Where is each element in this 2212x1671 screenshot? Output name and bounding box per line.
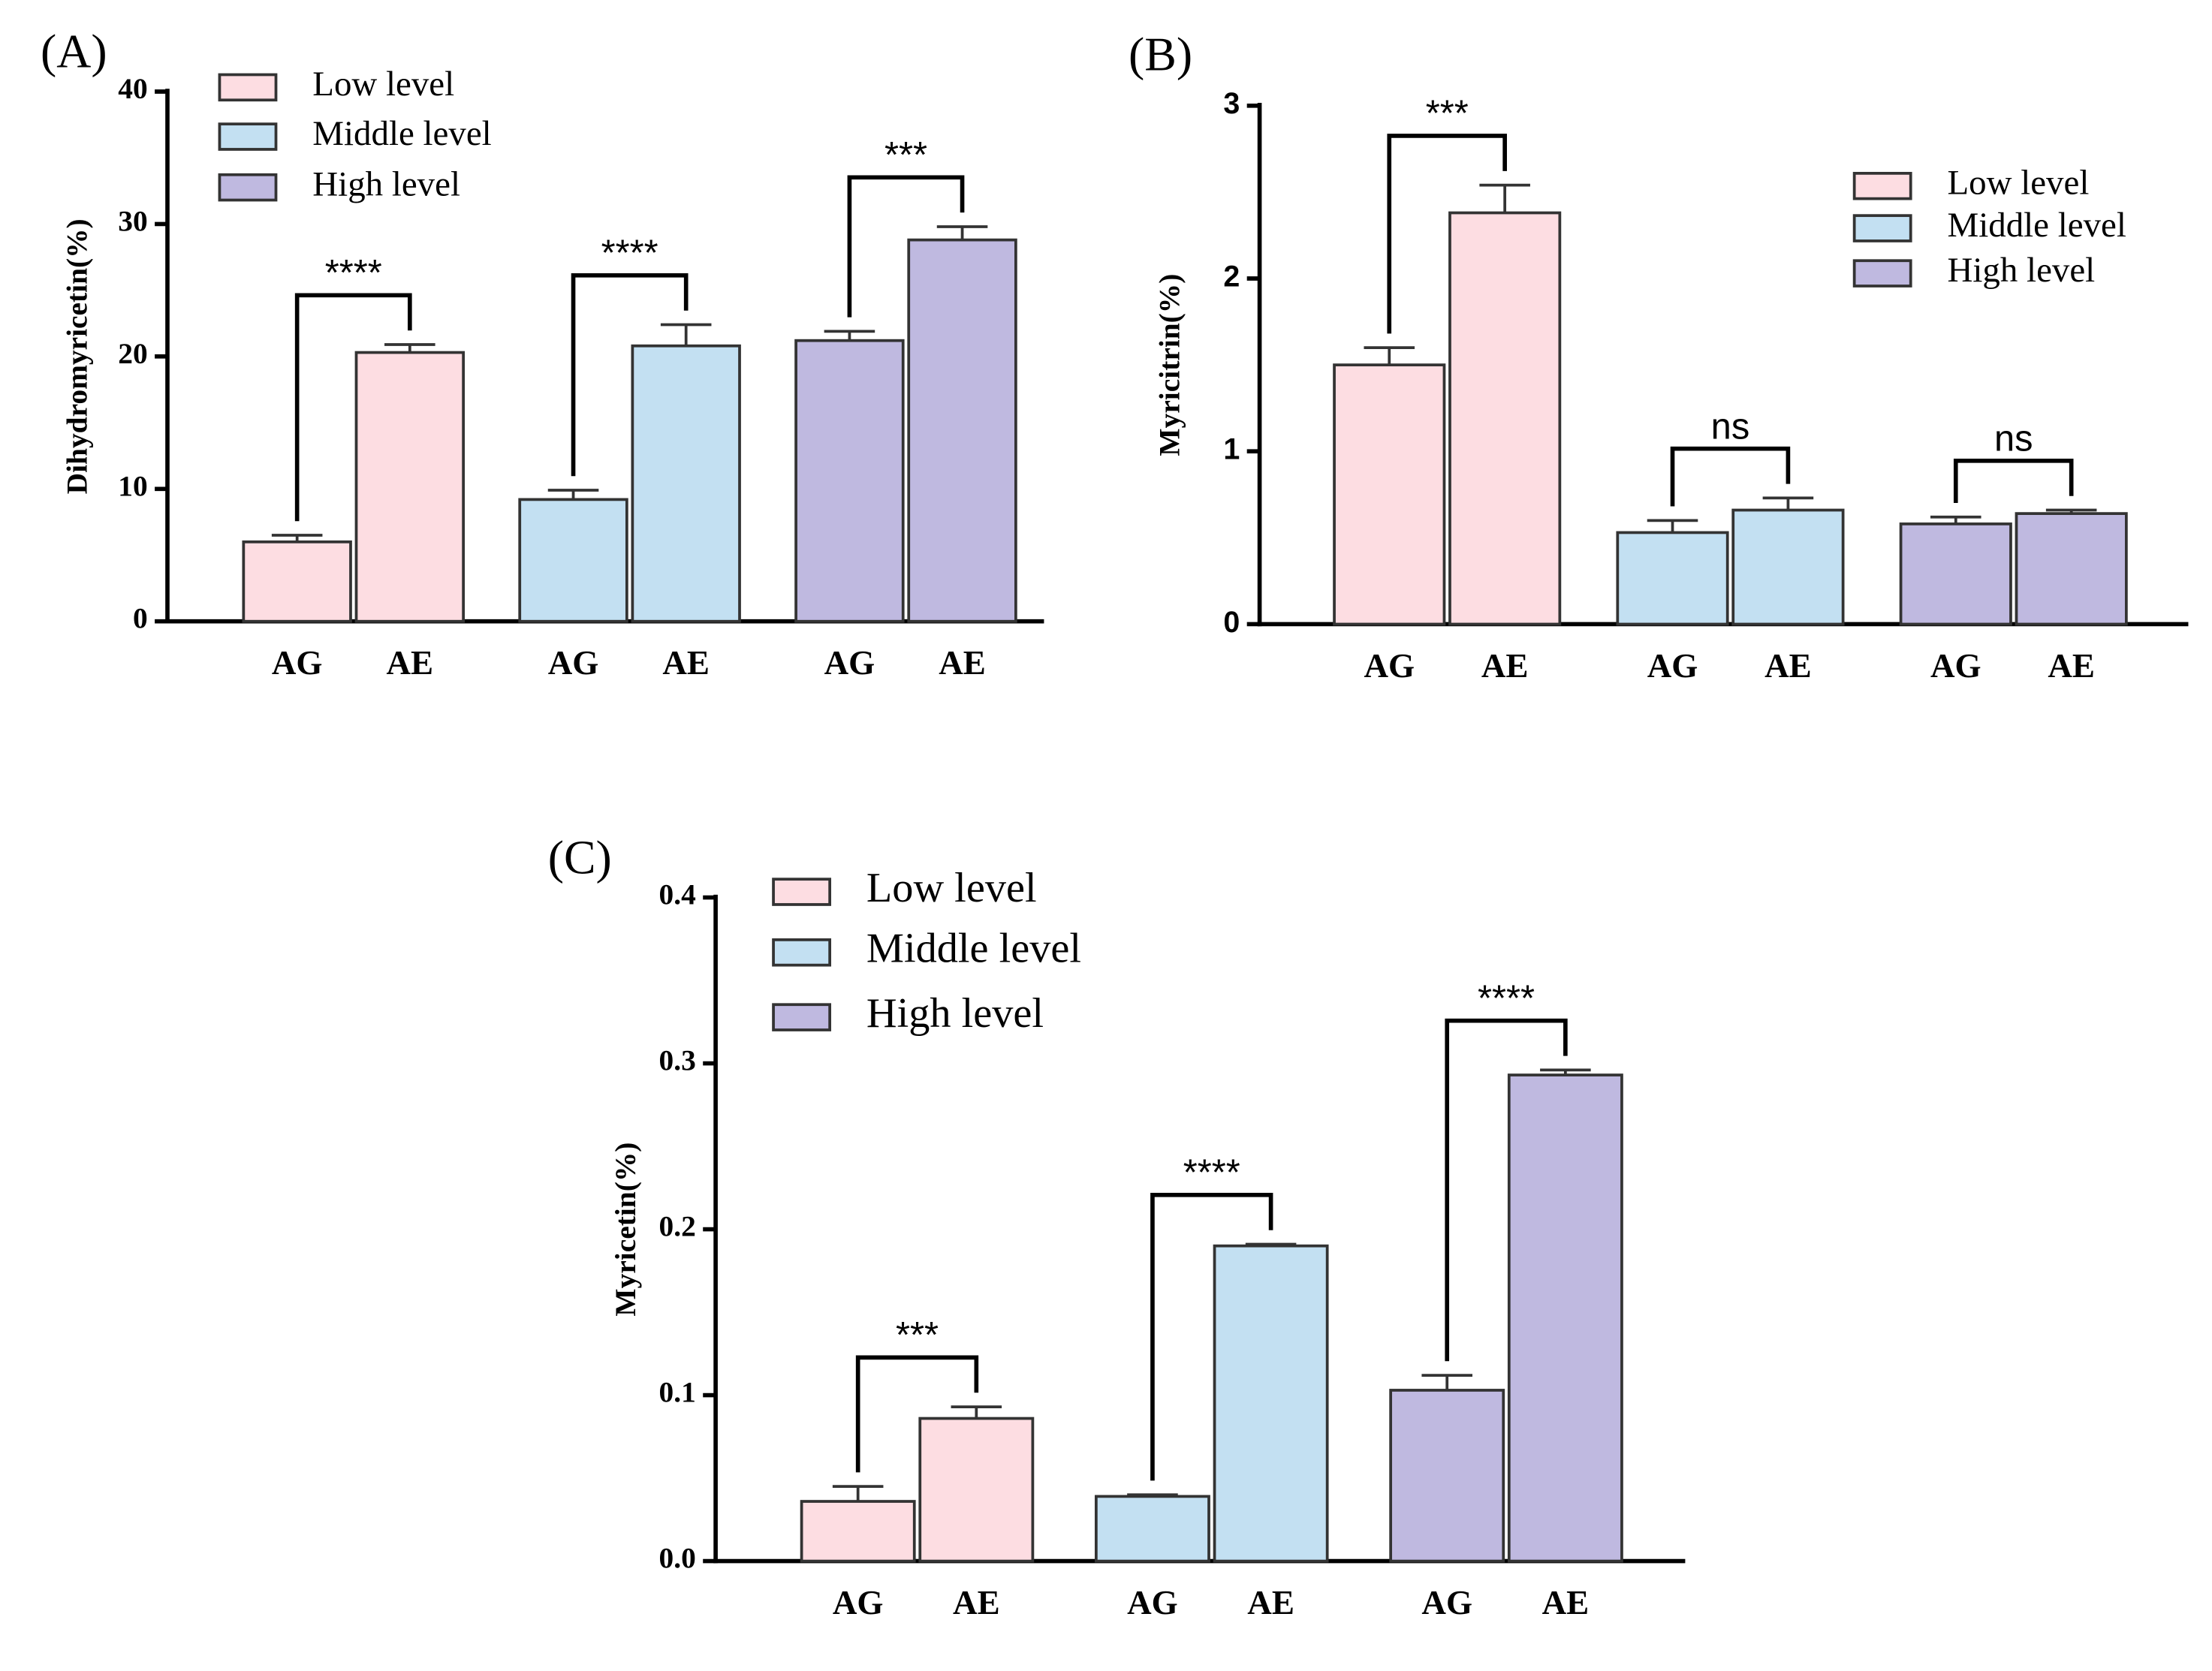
significance-label: ns (1711, 406, 1750, 447)
legend-label: Low level (866, 865, 1037, 911)
x-tick-label: AE (387, 644, 434, 682)
y-tick-label: 1 (1223, 433, 1240, 466)
y-tick-label: 40 (118, 72, 147, 105)
x-tick-label: AE (953, 1584, 1000, 1621)
y-axis-label: Dihydromyricetin(%) (61, 218, 94, 494)
y-tick-label: 20 (118, 337, 147, 370)
bar (242, 540, 352, 623)
bar (907, 238, 1017, 623)
significance-label: *** (884, 135, 927, 176)
significance-label: **** (601, 233, 658, 273)
x-tick-label: AG (1647, 647, 1698, 685)
bar (800, 1500, 916, 1563)
legend-label: Middle level (1948, 206, 2126, 245)
y-tick-label: 0 (133, 602, 148, 635)
significance-bracket (1150, 1192, 1273, 1481)
legend-label: High level (866, 990, 1044, 1037)
bar (631, 344, 741, 623)
legend-swatch (1852, 214, 1912, 242)
significance-bracket (1670, 446, 1791, 507)
bar (1731, 508, 1845, 626)
bar (1448, 211, 1562, 626)
legend-swatch (1852, 171, 1912, 200)
x-tick-label: AE (1764, 647, 1812, 685)
legend-swatch (772, 938, 832, 967)
significance-bracket (294, 293, 412, 522)
y-tick-label: 0.0 (659, 1542, 696, 1575)
y-tick-label: 0.2 (659, 1210, 696, 1243)
legend-label: High level (312, 164, 460, 203)
y-tick-label: 0 (1223, 606, 1240, 639)
bar (354, 351, 466, 623)
legend-swatch (218, 122, 278, 151)
legend-label: Middle level (866, 926, 1081, 972)
significance-bracket (571, 273, 689, 477)
legend-swatch (218, 173, 278, 202)
x-tick-label: AG (1421, 1584, 1472, 1621)
x-tick-label: AG (272, 644, 323, 682)
bar (918, 1417, 1035, 1563)
legend-swatch (772, 878, 832, 906)
y-axis-label: Myricetin(%) (609, 1143, 642, 1317)
legend-label: High level (1948, 251, 2096, 290)
significance-label: **** (325, 253, 382, 294)
significance-label: **** (1183, 1152, 1240, 1193)
significance-label: *** (1426, 94, 1469, 134)
x-tick-label: AG (548, 644, 599, 682)
legend-swatch (772, 1003, 832, 1031)
legend-swatch (218, 73, 278, 102)
bar (1333, 363, 1446, 626)
y-tick-label: 10 (118, 469, 147, 502)
bar (1213, 1244, 1329, 1563)
y-tick-label: 0.3 (659, 1044, 696, 1077)
x-tick-label: AG (1127, 1584, 1178, 1621)
significance-bracket (1387, 134, 1507, 334)
legend-label: Low level (1948, 164, 2090, 203)
bar (1899, 522, 2012, 626)
bar (1094, 1495, 1210, 1563)
y-tick-label: 2 (1223, 260, 1240, 293)
x-tick-label: AG (824, 644, 875, 682)
significance-label: *** (896, 1315, 939, 1356)
panel-label: (A) (41, 25, 107, 78)
x-tick-label: AE (662, 644, 710, 682)
bar (1507, 1073, 1623, 1563)
x-tick-label: AG (1930, 647, 1981, 685)
legend-label: Low level (312, 65, 454, 104)
y-tick-label: 30 (118, 204, 147, 237)
legend-label: Middle level (312, 114, 491, 153)
bar (1616, 531, 1729, 626)
x-tick-label: AE (939, 644, 986, 682)
significance-bracket (1445, 1018, 1568, 1362)
bar (2015, 512, 2128, 626)
y-tick-label: 0.4 (659, 878, 696, 911)
x-tick-label: AE (1481, 647, 1529, 685)
significance-bracket (847, 175, 965, 318)
legend-swatch (1852, 259, 1912, 288)
x-tick-label: AE (1247, 1584, 1294, 1621)
bar (518, 498, 628, 623)
panel-label: (C) (548, 830, 612, 884)
significance-bracket (855, 1355, 979, 1473)
y-axis-label: Myricitrin(%) (1153, 274, 1186, 456)
y-tick-label: 3 (1223, 87, 1240, 120)
significance-label: ns (1994, 418, 2033, 459)
x-tick-label: AE (1542, 1584, 1590, 1621)
x-tick-label: AE (2048, 647, 2095, 685)
x-tick-label: AG (833, 1584, 884, 1621)
significance-bracket (1953, 459, 2074, 503)
x-tick-label: AG (1364, 647, 1415, 685)
significance-label: **** (1478, 978, 1535, 1019)
panel-label: (B) (1129, 27, 1192, 80)
bar (1389, 1389, 1505, 1563)
bar (794, 339, 905, 623)
y-tick-label: 0.1 (659, 1376, 696, 1409)
